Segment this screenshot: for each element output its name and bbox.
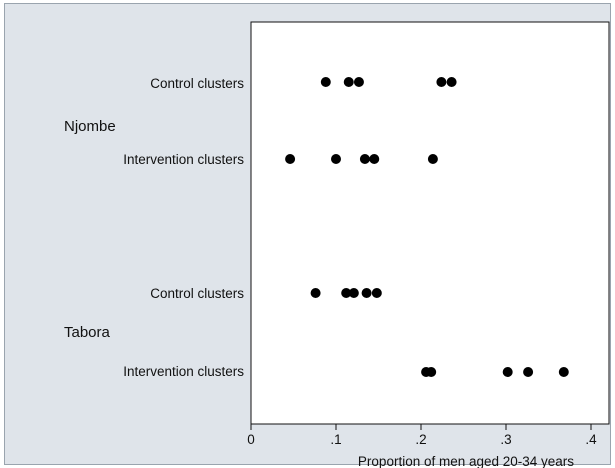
data-point [353, 77, 364, 87]
group-label-njombe: Njombe [64, 118, 116, 135]
group-label-tabora: Tabora [64, 324, 111, 341]
x-tick-label: 0 [247, 432, 255, 447]
data-point [523, 367, 534, 377]
data-point [285, 154, 296, 164]
x-tick-label: .4 [585, 432, 597, 447]
plot-area [250, 21, 610, 425]
x-tick-label: .1 [330, 432, 341, 447]
data-point [502, 367, 513, 377]
data-point [369, 154, 380, 164]
data-point [310, 288, 321, 298]
x-tick-label: .3 [500, 432, 511, 447]
x-axis-ticks: 0 .1 .2 .3 .4 [247, 424, 597, 447]
row-label-njombe-control: Control clusters [150, 76, 244, 91]
data-point [558, 367, 569, 377]
data-point [348, 288, 359, 298]
row-label-njombe-intervention: Intervention clusters [123, 152, 244, 167]
data-point [426, 367, 437, 377]
data-point [359, 154, 370, 164]
data-points [285, 77, 569, 377]
data-point [341, 288, 352, 298]
data-point [446, 77, 457, 87]
data-point [331, 154, 341, 164]
data-point [320, 77, 331, 87]
data-point [427, 154, 438, 164]
x-tick-label: .2 [415, 432, 426, 447]
row-label-tabora-control: Control clusters [150, 286, 244, 301]
data-point [371, 288, 382, 298]
x-axis-title: Proportion of men aged 20-34 years [358, 454, 574, 468]
data-point [343, 77, 354, 87]
row-label-tabora-intervention: Intervention clusters [123, 364, 244, 379]
data-point [361, 288, 372, 298]
data-point [436, 77, 447, 87]
